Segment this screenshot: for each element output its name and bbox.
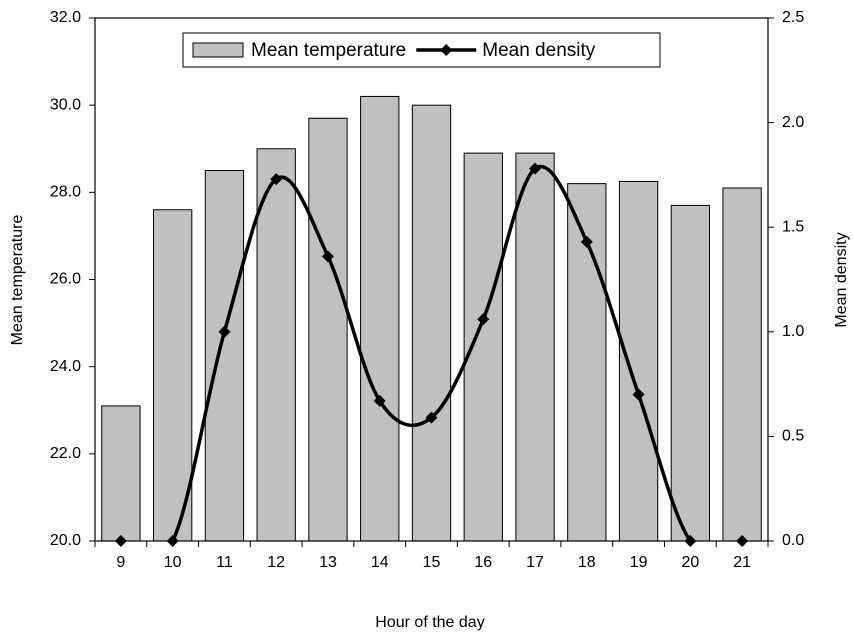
marker — [321, 250, 334, 263]
x-tick-label: 16 — [474, 554, 492, 571]
y-tick-label: 20.0 — [50, 532, 81, 549]
bar — [411, 104, 452, 542]
x-tick-label: 18 — [578, 554, 596, 571]
x-axis-title: Hour of the day — [375, 614, 484, 631]
x-tick-label: 11 — [216, 554, 233, 571]
y-tick-label: 24.0 — [50, 358, 81, 375]
bar — [670, 204, 711, 542]
bar — [256, 148, 296, 542]
marker — [425, 411, 438, 424]
legend-label: Mean temperature — [251, 40, 406, 61]
marker — [166, 535, 179, 547]
x-tick-label: 13 — [319, 554, 337, 571]
marker — [270, 173, 283, 186]
x-tick-label: 10 — [164, 554, 182, 571]
legend-swatch — [192, 42, 244, 58]
x-tick-label: 15 — [423, 554, 441, 571]
x-tick-label: 20 — [681, 554, 699, 571]
y-tick-label: 32.0 — [50, 9, 81, 26]
legend-label: Mean density — [482, 40, 596, 61]
legend-marker — [440, 44, 453, 56]
marker — [373, 394, 386, 407]
y-tick-label: 28.0 — [50, 184, 81, 201]
x-tick-label: 12 — [267, 554, 285, 571]
x-tick-label: 9 — [116, 554, 125, 571]
bar — [722, 187, 762, 542]
marker — [529, 162, 542, 175]
bar — [515, 152, 555, 542]
marker — [580, 235, 593, 248]
x-tick-label: 19 — [630, 554, 648, 571]
bar — [204, 170, 245, 542]
y-tick-label: 30.0 — [50, 96, 81, 113]
bar — [152, 209, 193, 542]
y-axis-title: Mean temperature — [9, 215, 26, 346]
y-tick-label: 22.0 — [50, 445, 81, 462]
bar — [308, 117, 348, 542]
marker — [114, 535, 127, 547]
bar — [360, 95, 400, 542]
y2-tick-label: 2.0 — [782, 114, 804, 131]
plot-frame — [94, 17, 769, 542]
marker — [632, 388, 645, 401]
bar — [618, 180, 659, 542]
marker — [736, 535, 749, 547]
x-tick-label: 17 — [526, 554, 544, 571]
marker — [218, 325, 231, 338]
x-tick-label: 21 — [733, 554, 751, 571]
y-tick-label: 26.0 — [50, 271, 81, 288]
y2-axis-title: Mean density — [833, 232, 850, 327]
y2-tick-label: 1.0 — [782, 323, 804, 340]
marker — [684, 535, 697, 547]
y2-tick-label: 2.5 — [782, 9, 804, 26]
y2-tick-label: 0.0 — [782, 532, 804, 549]
y2-tick-label: 1.5 — [782, 218, 804, 235]
x-tick-label: 14 — [371, 554, 389, 571]
bar — [101, 405, 141, 542]
y2-tick-label: 0.5 — [782, 428, 804, 445]
marker — [477, 313, 490, 326]
legend: Mean temperature Mean density — [182, 32, 661, 68]
